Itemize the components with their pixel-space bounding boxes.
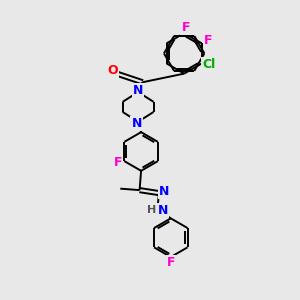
Text: F: F: [167, 256, 175, 269]
Text: N: N: [158, 203, 168, 217]
Text: H: H: [147, 205, 156, 215]
Text: N: N: [133, 84, 143, 97]
Text: N: N: [159, 185, 169, 198]
Text: F: F: [114, 156, 122, 169]
Text: Cl: Cl: [202, 58, 216, 71]
Text: N: N: [131, 117, 142, 130]
Text: O: O: [107, 64, 118, 77]
Text: F: F: [204, 34, 212, 47]
Text: F: F: [182, 21, 190, 34]
